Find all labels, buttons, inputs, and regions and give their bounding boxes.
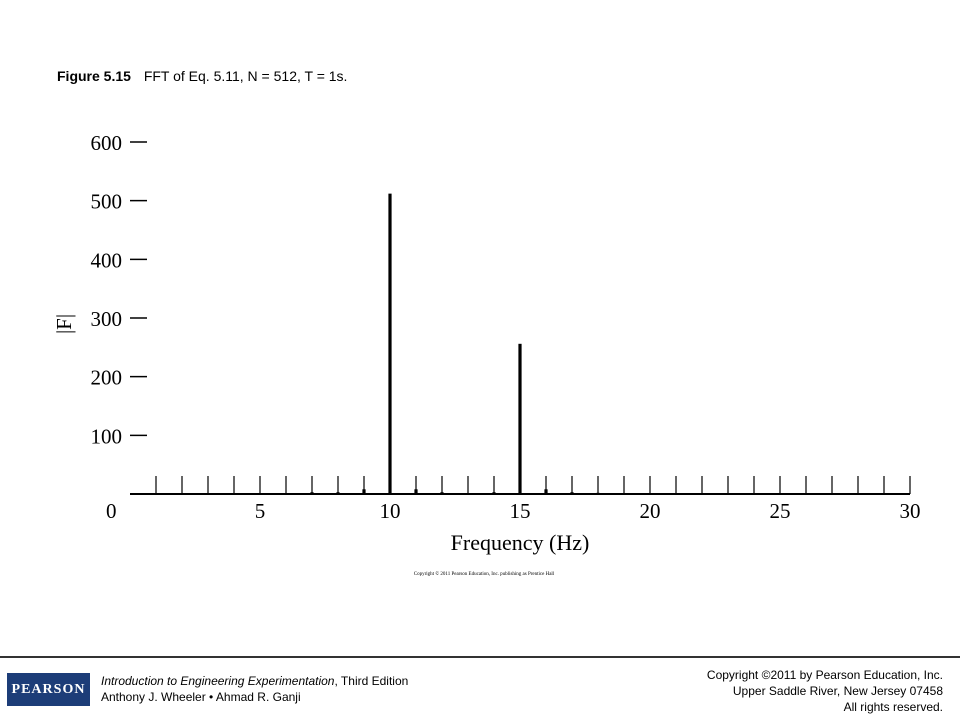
spectrum-stem (622, 493, 626, 494)
copyright-line-2: Upper Saddle River, New Jersey 07458 (732, 684, 943, 698)
spectrum-stem (648, 493, 652, 494)
pearson-logo-text: PEARSON (11, 681, 86, 697)
spectrum-stem (388, 193, 392, 495)
copyright-block: Copyright ©2011 by Pearson Education, In… (707, 667, 943, 715)
figure-caption: Figure 5.15 FFT of Eq. 5.11, N = 512, T … (57, 67, 347, 85)
spectrum-stem (856, 493, 860, 494)
footer-divider (0, 656, 960, 658)
pearson-logo: PEARSON (7, 673, 90, 706)
y-axis-label: |F| (52, 314, 76, 334)
x-tick-label: 15 (510, 499, 531, 523)
spectrum-stem (232, 493, 236, 494)
spectrum-stem (700, 493, 704, 494)
figure-caption-text: FFT of Eq. 5.11, N = 512, T = 1s. (143, 68, 348, 84)
spectrum-stem (518, 343, 522, 494)
x-axis-label: Frequency (Hz) (451, 530, 590, 555)
book-info: Introduction to Engineering Experimentat… (101, 673, 408, 705)
spectrum-stem (726, 493, 730, 494)
spectrum-stem (804, 493, 808, 494)
y-tick-label: 400 (91, 248, 123, 272)
spectrum-stem (336, 492, 340, 494)
x-tick-label: 30 (900, 499, 921, 523)
figure-number: Figure 5.15 (57, 68, 131, 84)
spectrum-stem (570, 492, 574, 494)
fft-chart: 100 200 300 400 500 600 0 5 10 15 20 25 30 |F| Freq… (52, 131, 921, 577)
spectrum-stems (232, 193, 860, 495)
spectrum-stem (544, 489, 548, 494)
spectrum-stem (284, 493, 288, 494)
spectrum-stem (362, 489, 366, 494)
x-axis: 0 5 10 15 20 25 30 (106, 476, 921, 523)
chart-copyright-note: Copyright © 2011 Pearson Education, Inc.… (414, 571, 555, 577)
book-authors: Anthony J. Wheeler • Ahmad R. Ganji (101, 690, 301, 704)
x-tick-label: 25 (770, 499, 791, 523)
y-tick-label: 200 (91, 366, 123, 390)
x-tick-label: 5 (255, 499, 266, 523)
y-tick-label: 600 (91, 131, 123, 155)
y-tick-label: 100 (91, 424, 123, 448)
y-tick-label: 500 (91, 190, 123, 214)
x-tick-label: 0 (106, 499, 117, 523)
spectrum-stem (752, 493, 756, 494)
spectrum-stem (310, 492, 314, 494)
x-tick-label: 10 (380, 499, 401, 523)
spectrum-stem (258, 493, 262, 494)
x-tick-label: 20 (640, 499, 661, 523)
book-title: Introduction to Engineering Experimentat… (101, 674, 335, 688)
spectrum-stem (674, 493, 678, 494)
book-edition: , Third Edition (334, 674, 409, 688)
copyright-line-3: All rights reserved. (843, 700, 943, 714)
spectrum-stem (830, 493, 834, 494)
y-tick-label: 300 (91, 307, 123, 331)
spectrum-stem (492, 492, 496, 494)
spectrum-stem (440, 492, 444, 494)
spectrum-stem (414, 489, 418, 494)
copyright-line-1: Copyright ©2011 by Pearson Education, In… (706, 668, 943, 682)
y-axis: 100 200 300 400 500 600 (91, 131, 147, 448)
spectrum-stem (596, 492, 600, 494)
